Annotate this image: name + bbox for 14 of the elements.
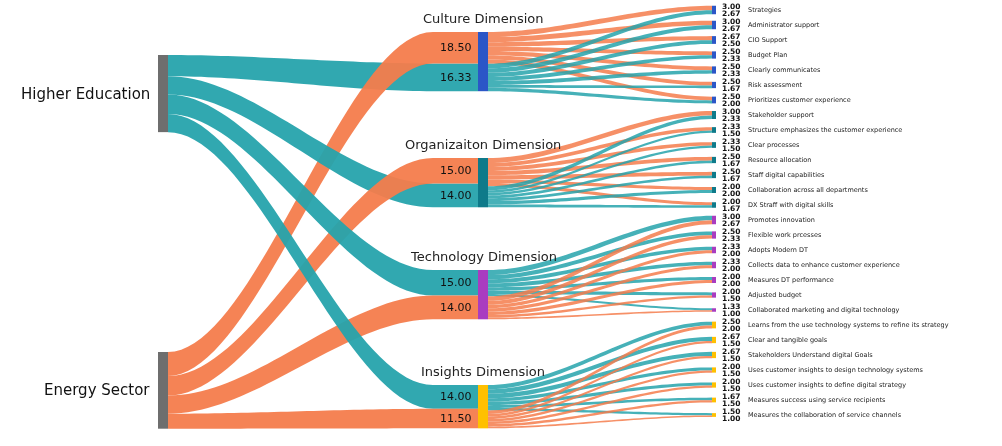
series-label: Energy Sector [44,381,151,399]
data-label: 14.00 [440,189,472,202]
category-label: Organizaiton Dimension [405,137,562,152]
data-label: 15.00 [440,276,472,289]
series-label: Higher Education [21,85,151,103]
data-label: 14.00 [440,301,472,314]
data-label: 15.00 [440,164,472,177]
category-label: Culture Dimension [423,11,544,26]
data-label: 18.50 [440,41,472,54]
category-label: Technology Dimension [410,249,558,264]
data-label: 11.50 [440,412,472,425]
category-label: Insights Dimension [421,364,546,379]
data-label: 14.00 [440,390,472,403]
data-label: 16.33 [440,71,472,84]
